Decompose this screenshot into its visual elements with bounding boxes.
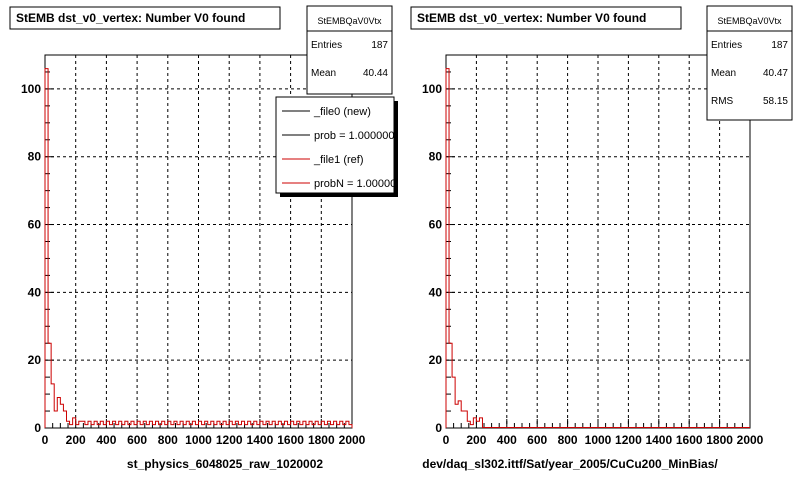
x-tick-label: 0 [42,433,49,447]
legend-label: prob = 1.000000 [314,130,394,142]
y-tick-label: 80 [429,150,443,164]
chart-title-box [410,6,682,30]
stats-value: 40.44 [363,68,388,79]
stats-name: StEMBQaV0Vtx [317,16,382,26]
x-tick-label: 400 [96,433,116,447]
x-tick-label: 1800 [706,433,733,447]
y-tick-label: 20 [28,353,42,367]
x-tick-label: 2000 [737,433,764,447]
stats-box [706,5,793,121]
histogram-series [445,68,483,428]
stats-label: Entries [311,40,342,51]
x-tick-label: 200 [66,433,86,447]
stats-name: StEMBQaV0Vtx [717,16,782,26]
x-tick-label: 200 [466,433,486,447]
x-tick-label: 1600 [277,433,304,447]
x-tick-label: 1600 [676,433,703,447]
x-tick-label: 1800 [308,433,335,447]
y-tick-label: 100 [21,82,41,96]
chart-title-box [9,6,281,30]
x-tick-label: 600 [127,433,147,447]
x-axis-label: st_physics_6048025_raw_1020002 [127,457,323,471]
stats-value: 187 [771,40,788,51]
y-tick-label: 60 [429,218,443,232]
y-tick-label: 0 [435,421,442,435]
x-tick-label: 1000 [185,433,212,447]
x-tick-label: 0 [443,433,450,447]
x-tick-label: 1200 [615,433,642,447]
y-tick-label: 100 [422,82,442,96]
right-histogram-panel: 0 200 400 600 800 1000 1200 1400 1600 1800 2000 0 20… [410,5,793,471]
legend-label: probN = 1.000000 [314,178,402,190]
x-tick-label: 1000 [585,433,612,447]
stats-label: Mean [711,68,736,79]
legend-box [275,96,395,194]
y-tick-label: 40 [28,285,42,299]
y-tick-label: 60 [28,218,42,232]
y-tick-label: 20 [429,353,443,367]
x-tick-label: 1200 [216,433,243,447]
stats-value: 187 [371,40,388,51]
y-tick-label: 0 [34,421,41,435]
legend-label: _file1 (ref) [313,154,364,166]
x-tick-label: 400 [497,433,517,447]
x-tick-label: 800 [558,433,578,447]
stats-value: 40.47 [763,68,788,79]
y-tick-label: 40 [429,285,443,299]
x-tick-label: 800 [158,433,178,447]
chart-title: StEMB dst_v0_vertex: Number V0 found [417,11,646,25]
stats-box [306,5,393,95]
x-axis-label: dev/daq_sl302.ittf/Sat/year_2005/CuCu200… [422,457,718,471]
left-histogram-panel: 0 200 400 600 800 1000 1200 1400 1600 1800 2000 0 20… [9,5,402,471]
x-tick-label: 1400 [247,433,274,447]
y-tick-label: 80 [28,150,42,164]
stats-value: 58.15 [763,96,788,107]
x-tick-label: 2000 [339,433,366,447]
chart-title: StEMB dst_v0_vertex: Number V0 found [16,11,245,25]
legend-entries: _file0 (new) prob = 1.000000 _file1 (ref) p… [282,106,402,190]
stats-label: Mean [311,68,336,79]
x-tick-label: 600 [527,433,547,447]
stats-label: RMS [711,96,734,107]
stats-label: Entries [711,40,742,51]
legend-label: _file0 (new) [313,106,371,118]
histogram-series [44,68,353,428]
x-tick-label: 1400 [645,433,672,447]
